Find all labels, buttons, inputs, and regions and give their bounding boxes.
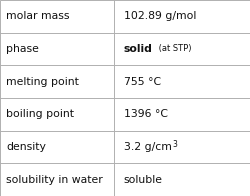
Text: solubility in water: solubility in water <box>6 175 103 185</box>
Text: (at STP): (at STP) <box>156 44 192 54</box>
Text: 1396 °C: 1396 °C <box>124 109 168 119</box>
Text: molar mass: molar mass <box>6 11 70 21</box>
Text: phase: phase <box>6 44 39 54</box>
Text: 3.2 g/cm: 3.2 g/cm <box>124 142 172 152</box>
Text: 755 °C: 755 °C <box>124 77 161 87</box>
Text: 102.89 g/mol: 102.89 g/mol <box>124 11 196 21</box>
Text: soluble: soluble <box>124 175 163 185</box>
Text: solid: solid <box>124 44 152 54</box>
Text: melting point: melting point <box>6 77 79 87</box>
Text: density: density <box>6 142 46 152</box>
Text: 3: 3 <box>173 140 178 149</box>
Text: boiling point: boiling point <box>6 109 74 119</box>
